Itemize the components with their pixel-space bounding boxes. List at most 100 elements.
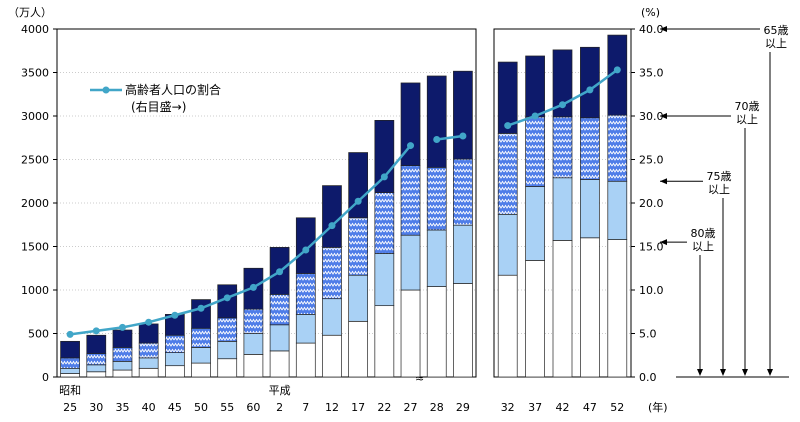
right-tick-label: 25.0	[639, 154, 664, 167]
bar-segment-80+	[217, 358, 238, 378]
bar-segment-70-74	[138, 342, 159, 359]
bar-segment-65-69	[453, 70, 473, 160]
era-label: 昭和	[59, 384, 81, 397]
age-arrow-head	[660, 178, 667, 185]
x-tick-label: 60	[246, 401, 260, 414]
age-label: 以上	[692, 240, 714, 253]
right-tick-label: 35.0	[639, 67, 664, 80]
bar-segment-70-74	[191, 327, 211, 348]
bar-segment-65-69	[525, 55, 545, 118]
right-tick-label: 30.0	[639, 110, 664, 123]
bar-segment-75-79	[552, 177, 573, 241]
x-tick-label: 17	[351, 401, 365, 414]
bar-segment-65-69	[552, 49, 573, 118]
age-label: 75歳	[707, 170, 732, 183]
bar-segment-65-69	[86, 334, 107, 354]
left-tick-label: 1000	[21, 284, 49, 297]
x-tick-label: 28	[430, 401, 444, 414]
x-tick-label: 22	[377, 401, 391, 414]
bar-segment-75-79	[453, 224, 473, 284]
bar-segment-75-79	[295, 314, 316, 344]
bar-segment-75-79	[138, 357, 159, 369]
bar-segment-65-69	[497, 61, 518, 134]
bar-segment-70-74	[348, 217, 369, 276]
left-tick-label: 3500	[21, 67, 49, 80]
left-tick-label: 500	[28, 328, 49, 341]
ratio-point	[197, 304, 205, 312]
bar-segment-75-79	[164, 352, 185, 367]
bar-segment-65-69	[607, 34, 628, 116]
bar-segment-70-74	[607, 114, 628, 182]
bar-segment-80+	[348, 320, 369, 378]
x-tick-label: 55	[220, 401, 234, 414]
bar-segment-75-79	[191, 347, 211, 364]
left-tick-label: 2000	[21, 197, 49, 210]
ratio-point	[380, 173, 388, 181]
bar-segment-75-79	[243, 333, 264, 355]
ratio-point	[531, 112, 539, 120]
bar-segment-70-74	[269, 294, 290, 326]
ratio-line	[69, 144, 412, 336]
bar-segment-80+	[243, 354, 264, 378]
bar-segment-80+	[400, 289, 421, 378]
age-arrow-head	[660, 26, 667, 32]
bar-segment-80+	[322, 334, 342, 378]
age-label: 以上	[736, 113, 758, 126]
bar-segment-75-79	[525, 186, 545, 261]
bar-segment-70-74	[217, 317, 238, 342]
bar-segment-80+	[295, 342, 316, 378]
age-drop-head	[720, 369, 726, 376]
ratio-point	[459, 132, 467, 140]
bar-segment-80+	[138, 367, 159, 378]
ratio-point	[145, 318, 153, 326]
bar-segment-70-74	[497, 133, 518, 215]
x-tick-label: 29	[456, 401, 470, 414]
bar-segment-65-69	[322, 185, 342, 248]
bar-segment-70-74	[86, 353, 107, 366]
bar-segment-80+	[580, 237, 600, 378]
ratio-point	[586, 86, 594, 94]
bar-segment-75-79	[497, 213, 518, 276]
right-tick-label: 10.0	[639, 284, 664, 297]
bar-segment-65-69	[60, 340, 80, 359]
ratio-point	[92, 327, 100, 335]
x-tick-label: 50	[194, 401, 208, 414]
bar-segment-70-74	[580, 117, 600, 180]
bar-segment-65-69	[295, 217, 316, 274]
bar-segment-70-74	[243, 308, 264, 334]
bar-segment-80+	[191, 362, 211, 378]
ratio-point	[559, 101, 566, 109]
ratio-point	[407, 142, 415, 150]
x-tick-label: 25	[63, 401, 77, 414]
ratio-point	[66, 330, 74, 338]
bar-segment-75-79	[374, 253, 395, 307]
age-label: 以上	[708, 183, 730, 196]
ratio-point	[302, 246, 310, 254]
bar-segment-75-79	[112, 360, 133, 371]
age-drop-head	[742, 369, 748, 376]
bar-segment-80+	[112, 369, 133, 378]
bar-segment-80+	[60, 373, 80, 378]
ratio-point	[433, 135, 441, 143]
x-tick-label: 35	[115, 401, 129, 414]
right-tick-label: 15.0	[639, 241, 664, 254]
bar-segment-75-79	[580, 179, 600, 239]
ratio-point	[118, 323, 126, 331]
bar-segment-65-69	[374, 119, 395, 193]
x-tick-label: 2	[276, 401, 283, 414]
x-tick-label: 7	[302, 401, 309, 414]
age-drop-head	[697, 369, 703, 376]
bar-segment-70-74	[60, 357, 80, 369]
bar-segment-70-74	[525, 116, 545, 187]
bar-segment-80+	[497, 274, 518, 378]
bar-segment-70-74	[322, 247, 342, 300]
x-axis-unit: (年)	[648, 400, 668, 414]
bar-segment-80+	[453, 283, 473, 378]
x-tick-label: 27	[404, 401, 418, 414]
ratio-point	[613, 66, 621, 74]
bar-segment-65-69	[112, 329, 133, 348]
age-arrow-head	[660, 113, 667, 119]
right-tick-label: 20.0	[639, 197, 664, 210]
